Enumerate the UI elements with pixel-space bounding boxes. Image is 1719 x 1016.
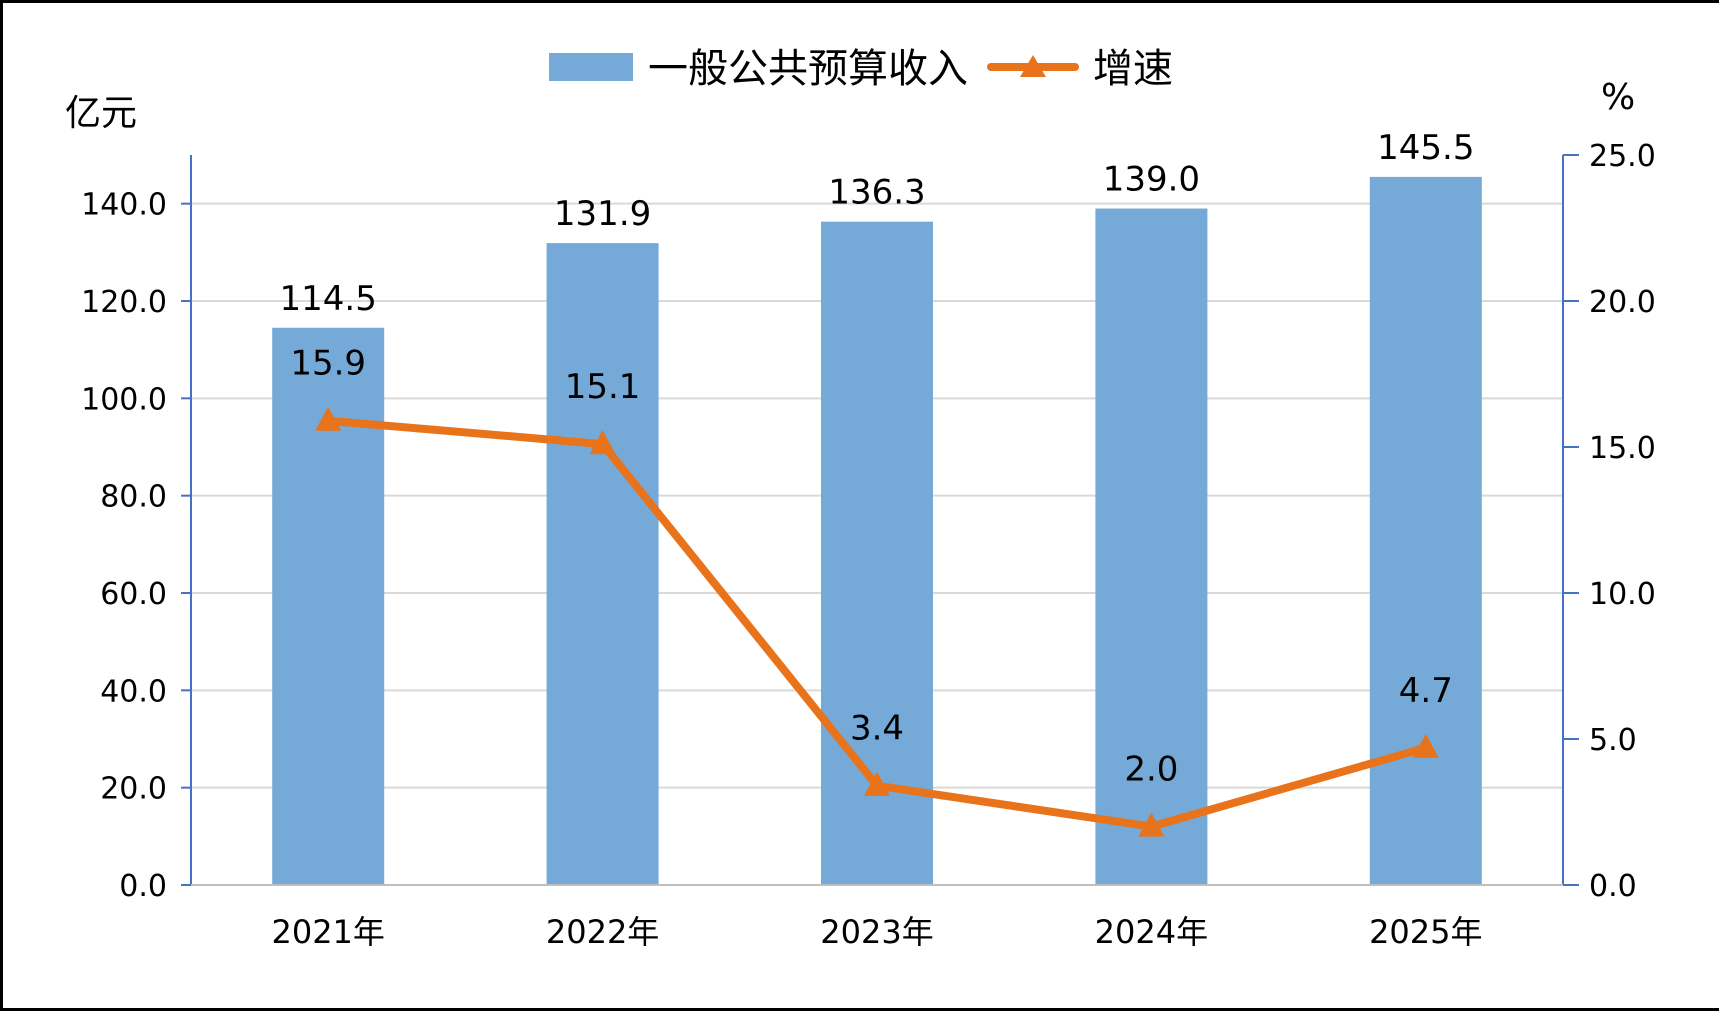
bar [546,243,659,885]
bar-value-label: 136.3 [828,173,925,213]
y-tick-label: 120.0 [81,285,167,320]
bar [1095,208,1208,886]
y-tick-label: 20.0 [100,772,167,807]
legend-triangle-marker [1020,55,1046,77]
axes: 0.0 20.0 40.0 60.0 80.0 100.0 120.0 140.0 0.0 5.0… [81,139,1656,951]
y2-tick-label: 20.0 [1589,285,1656,320]
line-value-label: 15.9 [290,344,366,384]
line-point-marker [1138,812,1165,837]
x-category-label: 2025年 [1369,913,1482,951]
x-category-label: 2021年 [271,913,384,951]
bar-value-label: 139.0 [1103,160,1200,200]
y2-axis-unit: % [1601,77,1635,118]
line-value-label: 2.0 [1124,750,1178,790]
y2-tick-label: 0.0 [1589,869,1637,904]
y2-tick-label: 15.0 [1589,431,1656,466]
y-tick-label: 0.0 [119,869,167,904]
y2-tick-label: 10.0 [1589,577,1656,612]
y-tick-label: 60.0 [100,577,167,612]
line-point-marker [1412,733,1439,758]
line-value-label: 3.4 [850,709,904,749]
growth-line [315,406,1439,837]
y-tick-label: 140.0 [81,188,167,223]
y-tick-label: 80.0 [100,480,167,515]
legend-line-label: 增速 [1093,46,1173,92]
bar-value-label: 131.9 [554,194,651,234]
bar [1369,176,1482,885]
bars [272,176,1482,886]
y2-tick-label: 5.0 [1589,723,1637,758]
y-tick-label: 100.0 [81,382,167,417]
x-category-label: 2023年 [820,913,933,951]
y-axis-unit: 亿元 [65,93,137,134]
line-point-marker [589,430,616,455]
data-labels: 114.5 131.9 136.3 139.0 145.5 15.9 15.1 3.4 2.0 4… [280,128,1475,790]
line-value-label: 15.1 [565,367,641,407]
x-category-label: 2022年 [546,913,659,951]
bar-value-label: 145.5 [1377,128,1474,168]
legend-bar-swatch [549,53,633,81]
line-point-marker [315,406,342,431]
line-point-marker [864,771,890,796]
y2-tick-label: 25.0 [1589,139,1656,174]
bar-value-label: 114.5 [280,279,377,319]
y-tick-label: 40.0 [100,674,167,709]
x-category-label: 2024年 [1095,913,1208,951]
legend-bar-label: 一般公共预算收入 [648,46,968,92]
legend: 一般公共预算收入 增速 [549,46,1173,92]
combo-chart: 0.0 20.0 40.0 60.0 80.0 100.0 120.0 140.0 0.0 5.0… [65,46,1656,951]
line-value-label: 4.7 [1399,671,1453,711]
